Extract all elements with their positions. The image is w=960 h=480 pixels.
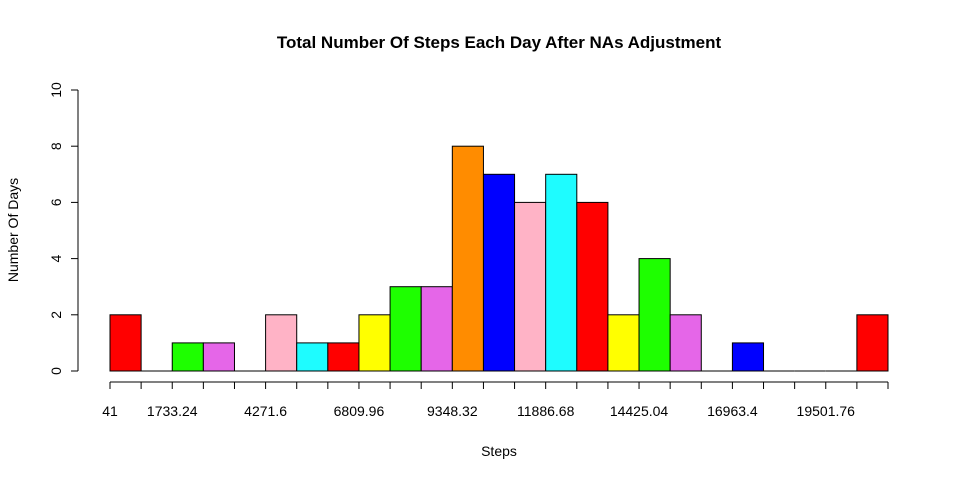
histogram-bar <box>576 201 609 372</box>
x-tick-label: 4271.6 <box>244 403 287 419</box>
bars-group <box>109 145 889 372</box>
histogram-bar <box>109 314 142 372</box>
y-tick-label: 2 <box>48 311 64 319</box>
histogram-bar <box>482 173 516 372</box>
histogram-bar <box>420 286 453 372</box>
y-tick-label: 8 <box>48 142 64 150</box>
histogram-bar <box>202 342 235 372</box>
x-tick-label: 41 <box>102 403 118 419</box>
histogram-bar <box>638 258 671 372</box>
x-tick-label: 11886.68 <box>517 403 575 419</box>
x-tick-label: 1733.24 <box>147 403 198 419</box>
histogram-bar <box>856 314 889 372</box>
y-tick-label: 0 <box>48 367 64 375</box>
x-axis: 41 1733.24 4271.6 6809.96 9348.32 11886.68 144… <box>102 381 889 419</box>
y-tick-label: 6 <box>48 198 64 206</box>
histogram-bar <box>265 314 298 372</box>
y-tick-label: 4 <box>48 254 64 262</box>
histogram-bar <box>451 145 484 372</box>
histogram-bar <box>731 342 765 372</box>
x-tick-label: 16963.4 <box>707 403 758 419</box>
x-tick-label: 6809.96 <box>334 403 385 419</box>
x-tick-label: 19501.76 <box>797 403 856 419</box>
histogram-bar <box>514 201 547 372</box>
x-tick-label: 14425.04 <box>610 403 669 419</box>
histogram-bar <box>545 173 578 372</box>
histogram-bar <box>389 286 422 372</box>
y-tick-label: 10 <box>48 82 64 98</box>
x-axis-label: Steps <box>481 443 517 459</box>
y-axis-label: Number Of Days <box>5 178 21 282</box>
histogram-bar <box>607 314 640 372</box>
x-tick-label: 9348.32 <box>427 403 478 419</box>
histogram-bar <box>669 314 702 372</box>
histogram-bar <box>296 342 329 372</box>
histogram-bar <box>327 342 360 372</box>
histogram-bar <box>358 314 391 372</box>
histogram-bar <box>171 342 204 372</box>
chart-title: Total Number Of Steps Each Day After NAs… <box>277 33 722 52</box>
y-axis: 0 2 4 6 8 10 <box>48 82 79 375</box>
